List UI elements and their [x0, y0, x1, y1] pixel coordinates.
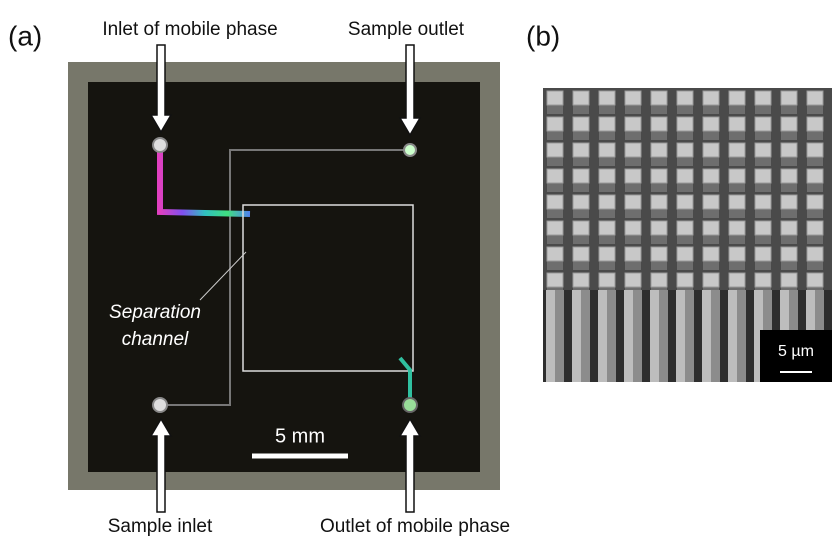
label: Outlet of mobile phase [320, 516, 510, 537]
label: Sample inlet [108, 516, 213, 537]
scale-label: 5 µm [778, 343, 814, 360]
port [153, 138, 167, 152]
label: Sample outlet [348, 19, 465, 40]
label: Inlet of mobile phase [102, 19, 277, 40]
port [403, 398, 417, 412]
annotation: Separation [109, 302, 201, 323]
scale-label: 5 mm [275, 425, 325, 447]
port [404, 144, 416, 156]
annotation: channel [122, 329, 189, 350]
panel-label: (b) [526, 20, 560, 51]
panel-label: (a) [8, 20, 42, 51]
port [153, 398, 167, 412]
figure: (a) Inlet of mobile phase Sample outlet … [0, 0, 832, 542]
chip [88, 82, 480, 472]
